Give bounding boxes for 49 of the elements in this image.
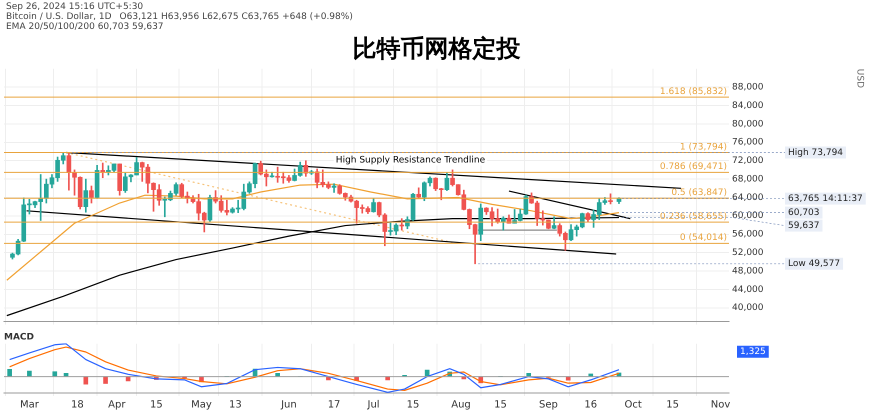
y-tick-label: 88,000 xyxy=(732,82,764,93)
annotation: Low 49,577 xyxy=(788,259,840,270)
y-tick-label: 44,000 xyxy=(732,284,764,295)
x-tick-label: Jun xyxy=(280,400,297,411)
y-axis-title: USD xyxy=(854,68,864,88)
series-label: High Supply Resistance Trendline xyxy=(336,155,486,166)
y-tick-label: 52,000 xyxy=(732,248,764,258)
y-tick-label: 84,000 xyxy=(732,100,764,111)
x-tick-label: May xyxy=(191,400,212,411)
y-tick-label: 48,000 xyxy=(732,266,764,276)
y-tick-label: 76,000 xyxy=(732,138,764,148)
y-tick-label: 40,000 xyxy=(732,303,764,314)
x-tick-label: Sep xyxy=(539,400,558,411)
ref-line-label: 1.618 (85,832) xyxy=(660,86,727,97)
x-tick-label: 18 xyxy=(70,400,84,411)
x-tick-label: Oct xyxy=(624,400,642,411)
x-tick-label: Nov xyxy=(710,400,730,411)
chart-title: 比特币网格定投 xyxy=(352,34,522,63)
text: Bitcoin / U.S. Dollar, 1D xyxy=(6,12,112,22)
annotation: 59,637 xyxy=(788,220,820,231)
x-tick-label: Mar xyxy=(20,400,40,411)
text: O63,121 H63,956 L62,675 C63,765 +648 (+0.98%) xyxy=(120,12,353,22)
y-tick-label: 56,000 xyxy=(732,230,764,240)
y-tick-label: 72,000 xyxy=(732,156,764,166)
x-tick-label: Apr xyxy=(108,400,126,411)
x-tick-label: 15 xyxy=(666,400,679,411)
x-tick-label: Jul xyxy=(366,400,380,411)
x-tick-label: 15 xyxy=(150,400,163,411)
annotation: 60,703 xyxy=(788,208,820,218)
chart-title: MACD xyxy=(4,332,34,343)
x-tick-label: 15 xyxy=(406,400,420,411)
x-tick-label: 16 xyxy=(584,400,598,411)
ref-line-label: 0.5 (63,847) xyxy=(671,188,727,198)
text: EMA 20/50/100/200 60,703 59,637 xyxy=(6,22,165,32)
text: 1,325 xyxy=(740,347,766,358)
text: Sep 26, 2024 15:16 UTC+5:30 xyxy=(6,2,144,12)
y-tick-label: 80,000 xyxy=(732,119,764,130)
x-tick-label: 13 xyxy=(228,400,242,411)
x-tick-label: 15 xyxy=(494,400,507,411)
annotation: 63,765 14:11:37 xyxy=(788,194,863,204)
ref-line-label: 0.786 (69,471) xyxy=(660,162,727,172)
annotation: High 73,794 xyxy=(788,148,844,158)
y-tick-label: 68,000 xyxy=(732,174,764,184)
x-tick-label: Aug xyxy=(451,400,471,411)
ref-line-label: 1 (73,794) xyxy=(680,142,727,152)
x-tick-label: 17 xyxy=(328,400,340,411)
ref-line-label: 0 (54,014) xyxy=(680,233,727,244)
y-tick-label: 60,000 xyxy=(732,211,764,222)
y-tick-label: 64,000 xyxy=(732,192,764,203)
